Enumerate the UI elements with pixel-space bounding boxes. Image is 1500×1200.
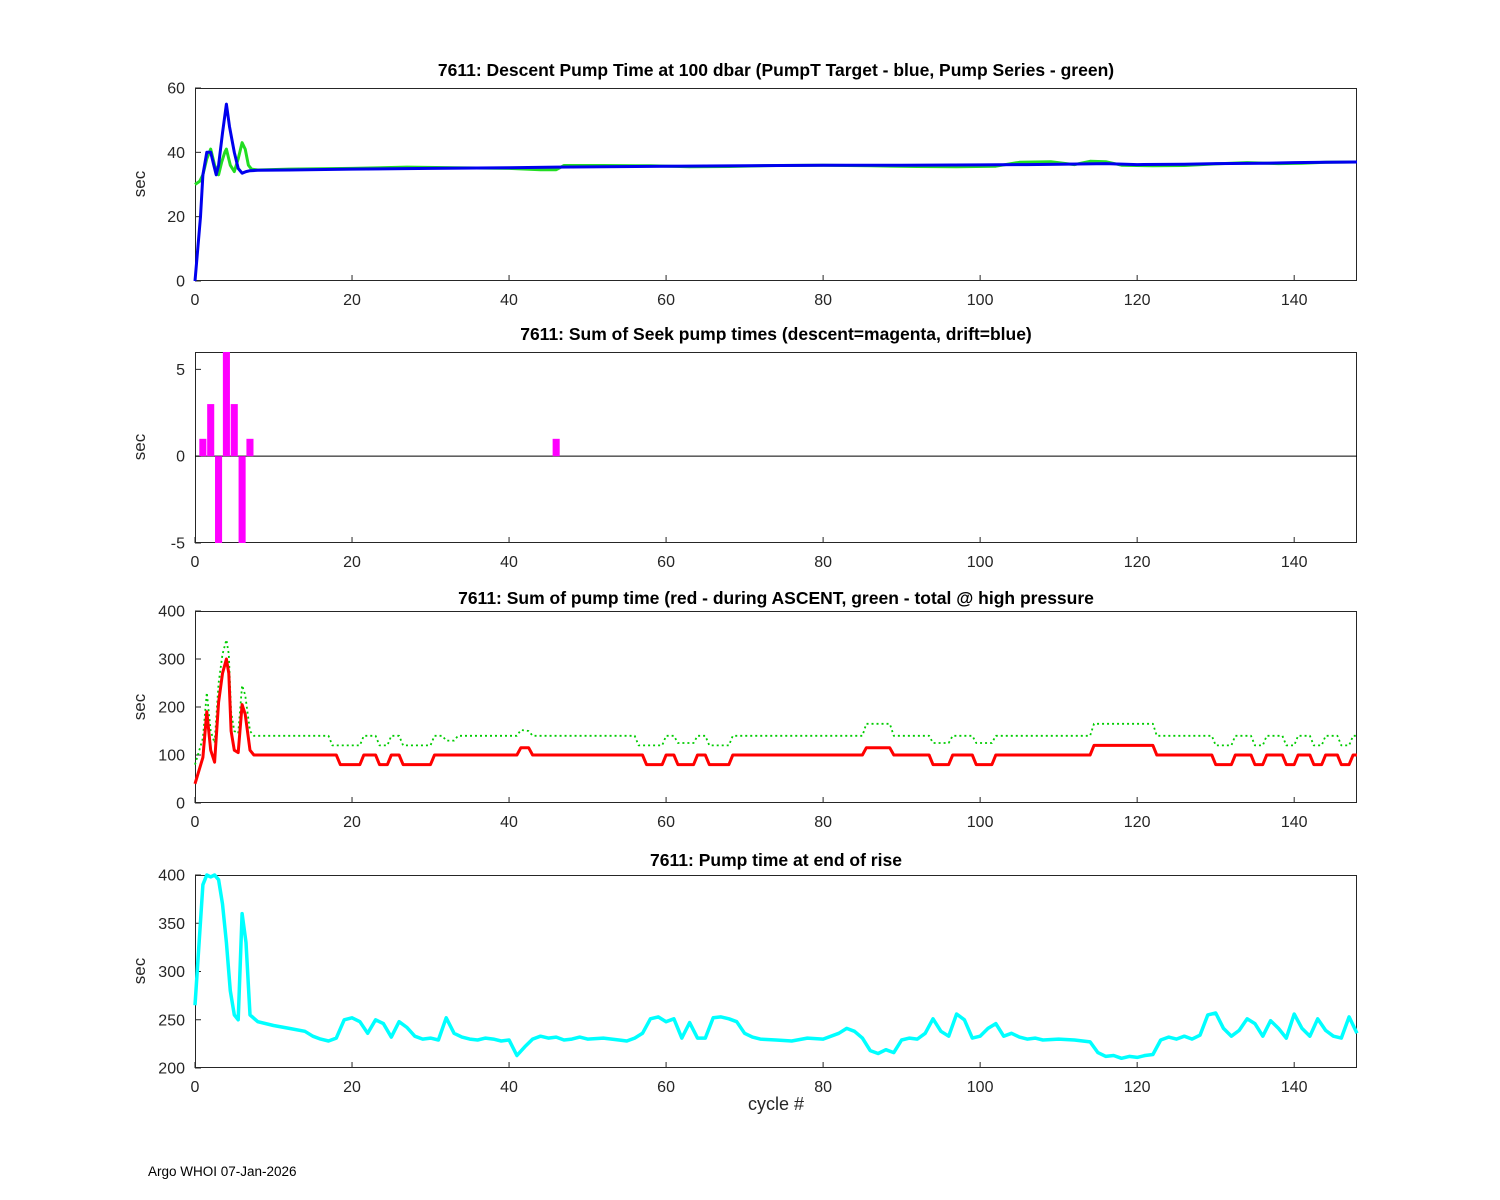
subplot-3-title: 7611: Sum of pump time (red - during ASC… [458,588,1094,608]
svg-text:80: 80 [814,1079,832,1096]
svg-text:20: 20 [343,292,361,309]
svg-text:100: 100 [967,292,994,309]
svg-text:140: 140 [1281,292,1308,309]
svg-text:300: 300 [158,652,185,669]
svg-text:0: 0 [176,274,185,291]
svg-text:0: 0 [191,1079,200,1096]
subplot-4-ylabel: sec [130,957,149,985]
figure-footer: Argo WHOI 07-Jan-2026 [148,1164,297,1179]
svg-text:80: 80 [814,814,832,831]
svg-text:140: 140 [1281,554,1308,571]
svg-text:60: 60 [657,554,675,571]
svg-text:80: 80 [814,554,832,571]
subplot-4-plot-area: 0 20 40 60 80 100 120 140 200 250 300 350 400 [158,868,1359,1096]
svg-text:-5: -5 [171,536,185,553]
svg-text:100: 100 [967,814,994,831]
svg-text:60: 60 [167,81,185,98]
svg-text:120: 120 [1124,1079,1151,1096]
svg-text:20: 20 [343,554,361,571]
svg-text:20: 20 [343,1079,361,1096]
subplot-1-ylabel: sec [130,170,149,198]
svg-text:350: 350 [158,916,185,933]
svg-text:20: 20 [343,814,361,831]
svg-text:40: 40 [500,1079,518,1096]
svg-text:0: 0 [176,796,185,813]
svg-text:100: 100 [158,748,185,765]
svg-text:250: 250 [158,1012,185,1029]
svg-text:140: 140 [1281,814,1308,831]
svg-text:40: 40 [500,814,518,831]
svg-text:60: 60 [657,814,675,831]
svg-text:400: 400 [158,868,185,885]
svg-text:0: 0 [191,292,200,309]
subplot-3-ylabel: sec [130,693,149,721]
svg-text:300: 300 [158,964,185,981]
subplot-4-title: 7611: Pump time at end of rise [650,850,902,870]
svg-text:0: 0 [191,554,200,571]
svg-text:5: 5 [176,362,185,379]
subplot-2-title: 7611: Sum of Seek pump times (descent=ma… [520,324,1032,344]
subplot-2-plot-area: 0 20 40 60 80 100 120 140 -5 0 5 [171,352,1357,571]
subplot-1-plot-area: 0 20 40 60 80 100 120 140 0 20 40 60 [167,81,1358,309]
svg-text:120: 120 [1124,814,1151,831]
svg-text:0: 0 [191,814,200,831]
svg-text:100: 100 [967,554,994,571]
svg-text:40: 40 [500,292,518,309]
svg-text:200: 200 [158,1061,185,1078]
subplot-1-title: 7611: Descent Pump Time at 100 dbar (Pum… [437,60,1115,80]
svg-text:20: 20 [167,209,185,226]
svg-text:400: 400 [158,604,185,621]
svg-text:60: 60 [657,292,675,309]
svg-text:40: 40 [500,554,518,571]
svg-text:200: 200 [158,700,185,717]
subplot-3-plot-area: 0 20 40 60 80 100 120 140 0 100 200 300 400 [158,604,1357,831]
svg-text:100: 100 [967,1079,994,1096]
svg-text:60: 60 [657,1079,675,1096]
svg-text:80: 80 [814,292,832,309]
svg-text:140: 140 [1281,1079,1308,1096]
svg-text:120: 120 [1124,292,1151,309]
svg-text:120: 120 [1124,554,1151,571]
svg-text:0: 0 [176,449,185,466]
x-axis-label: cycle # [747,1094,805,1114]
subplot-2-ylabel: sec [130,433,149,461]
svg-text:40: 40 [167,145,185,162]
